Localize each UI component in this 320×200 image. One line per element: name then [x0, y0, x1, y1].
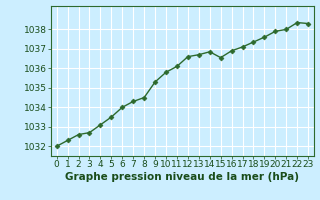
- X-axis label: Graphe pression niveau de la mer (hPa): Graphe pression niveau de la mer (hPa): [65, 172, 300, 182]
